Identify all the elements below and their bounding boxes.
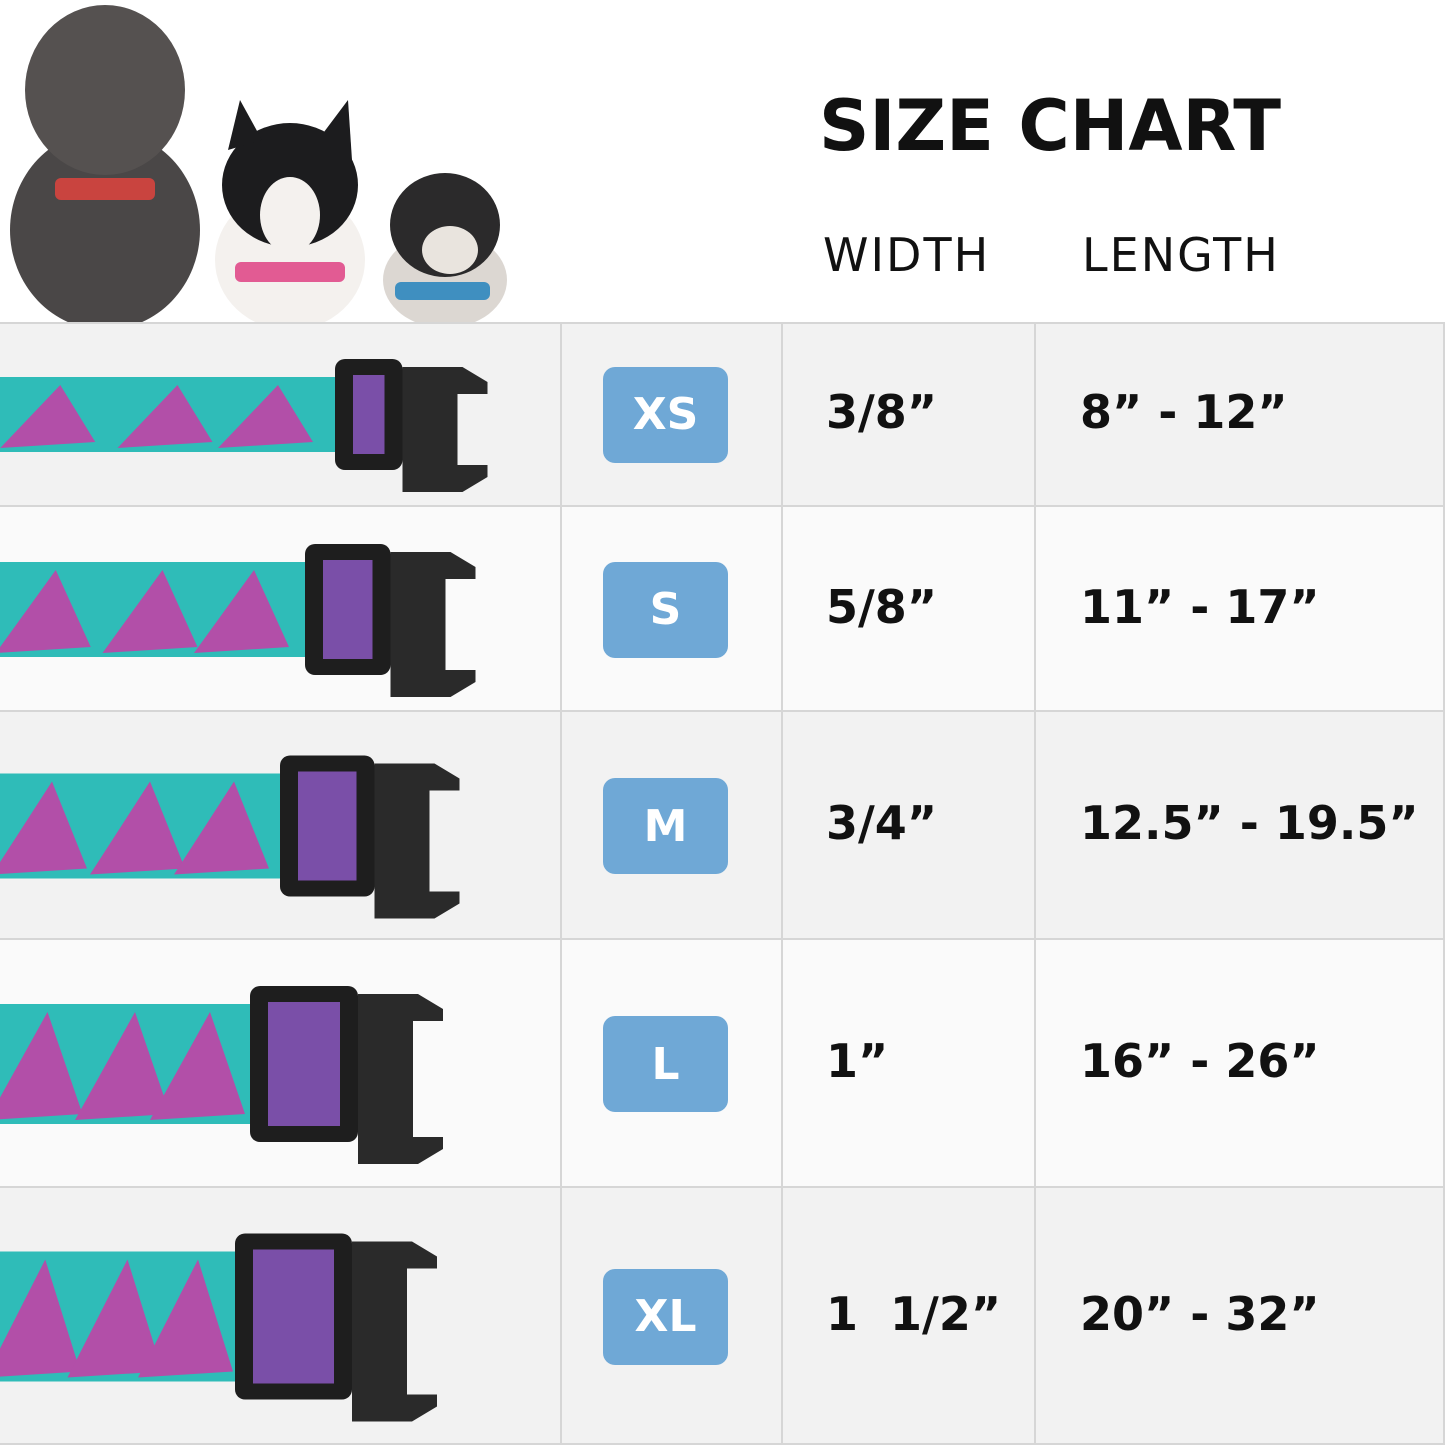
- table-cell: [783, 322, 1036, 507]
- collar-photo: [0, 544, 476, 697]
- width-value: 1 1/2”: [826, 1286, 1002, 1341]
- width-value: 3/8”: [826, 384, 938, 439]
- width-value: 5/8”: [826, 579, 938, 634]
- dogs-photo: [10, 5, 507, 322]
- length-value: 12.5” - 19.5”: [1080, 796, 1419, 850]
- table-cell: [1036, 322, 1445, 507]
- length-value: 20” - 32”: [1080, 1286, 1320, 1341]
- collar-photo: [0, 359, 488, 492]
- collar-photo: [0, 1233, 437, 1422]
- table-cell: [783, 940, 1036, 1188]
- width-value: 1”: [826, 1034, 889, 1088]
- size-badge: XS: [603, 366, 728, 463]
- length-value: 11” - 17”: [1080, 579, 1320, 634]
- length-value: 16” - 26”: [1080, 1034, 1320, 1088]
- table-cell: [1036, 507, 1445, 712]
- title: SIZE CHART: [818, 85, 1282, 167]
- size-badge: S: [603, 561, 728, 658]
- width-value: 3/4”: [826, 796, 938, 850]
- table-cell: [1036, 1188, 1445, 1445]
- table-cell: [1036, 940, 1445, 1188]
- size-badge: L: [603, 1016, 728, 1112]
- table-cell: [783, 507, 1036, 712]
- column-header: LENGTH: [1082, 228, 1280, 282]
- size-badge: XL: [603, 1268, 728, 1365]
- table-cell: [783, 1188, 1036, 1445]
- column-header: WIDTH: [823, 228, 991, 282]
- table-cell: [1036, 712, 1445, 940]
- collar-photo: [0, 986, 443, 1164]
- collar-photo: [0, 755, 460, 919]
- size-badge: M: [603, 778, 728, 874]
- length-value: 8” - 12”: [1080, 384, 1288, 439]
- table-cell: [783, 712, 1036, 940]
